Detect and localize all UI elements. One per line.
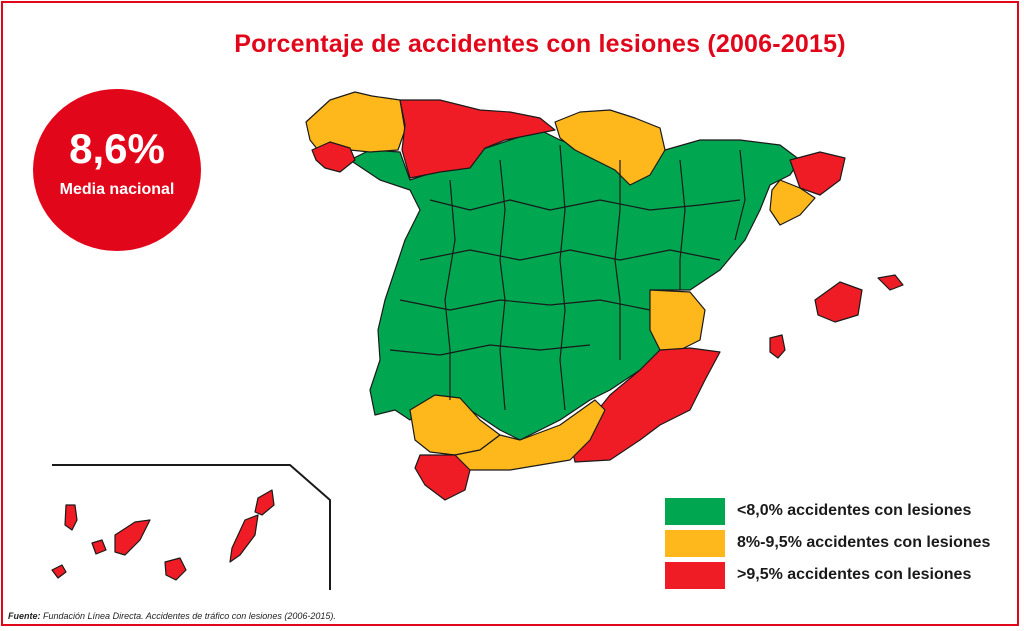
province-borders xyxy=(389,144,746,411)
region-cadiz-red xyxy=(414,454,471,501)
source-note: Fuente: Fundación Línea Directa. Acciden… xyxy=(8,611,336,621)
canary-fuerteventura-red xyxy=(229,514,259,563)
legend-swatch-amber xyxy=(665,530,725,557)
legend-label-low: <8,0% accidentes con lesiones xyxy=(737,502,972,519)
region-pontevedra-red xyxy=(311,141,356,173)
legend-label-mid: 8%-9,5% accidentes con lesiones xyxy=(737,534,991,551)
national-average-badge: 8,6% Media nacional xyxy=(33,89,201,251)
canary-lanzarote-red xyxy=(254,489,275,516)
legend-label-high: >9,5% accidentes con lesiones xyxy=(737,566,972,583)
region-galicia-amber xyxy=(305,91,406,153)
source-prefix: Fuente: xyxy=(8,611,41,621)
region-valencia-amber xyxy=(649,289,706,351)
canary-gran-canaria-red xyxy=(164,557,187,581)
canary-la-palma-red xyxy=(64,504,78,531)
national-average-label: Media nacional xyxy=(59,181,175,198)
balearic-mallorca-red xyxy=(814,281,863,323)
canary-la-gomera-red xyxy=(91,539,107,555)
region-basque-amber xyxy=(554,109,666,186)
region-barcelona-amber xyxy=(769,179,816,226)
balearic-menorca-red xyxy=(877,274,904,291)
region-southeast-red xyxy=(569,347,721,463)
source-text: Fundación Línea Directa. Accidentes de t… xyxy=(43,611,336,621)
legend-swatch-red xyxy=(665,562,725,589)
canary-inset-frame xyxy=(52,464,331,590)
canary-el-hierro-red xyxy=(51,564,67,579)
legend-swatch-green xyxy=(665,498,725,525)
legend-item-low: <8,0% accidentes con lesiones xyxy=(665,498,1024,526)
map-title: Porcentaje de accidentes con lesiones (2… xyxy=(234,30,846,58)
legend-item-mid: 8%-9,5% accidentes con lesiones xyxy=(665,530,1024,558)
legend-item-high: >9,5% accidentes con lesiones xyxy=(665,562,1024,590)
balearic-ibiza-red xyxy=(769,334,786,359)
region-asturias-red xyxy=(399,99,556,179)
national-average-value: 8,6% xyxy=(69,125,165,172)
canary-tenerife-red xyxy=(114,519,151,556)
